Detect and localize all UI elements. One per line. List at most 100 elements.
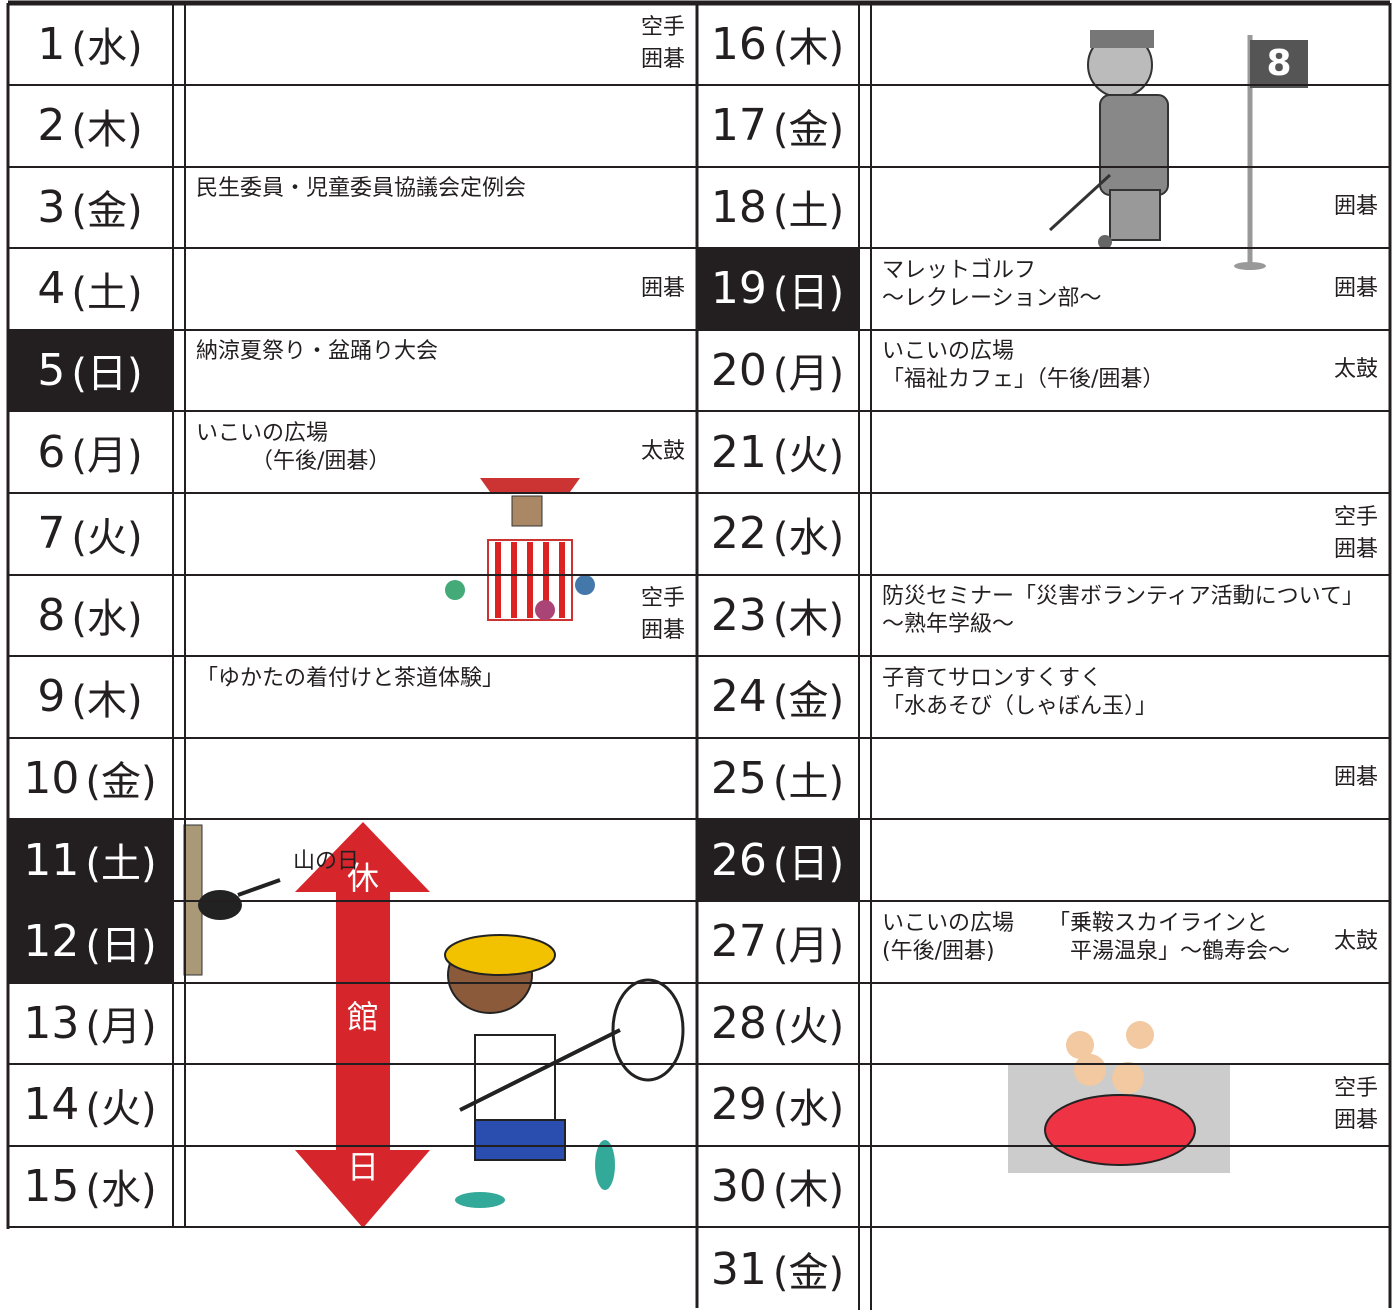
club-text: 空手 囲碁	[641, 575, 685, 655]
date-cell: 28 (火)	[697, 983, 858, 1063]
calendar-row: 17 (金)	[697, 85, 1390, 168]
event-line: 民生委員・児童委員協議会定例会	[196, 176, 527, 202]
double-rule	[858, 85, 872, 166]
day-number: 6	[37, 426, 66, 478]
calendar-row: 8 (水) 空手 囲碁	[8, 575, 697, 658]
double-rule	[172, 738, 186, 819]
date-cell: 22 (水)	[697, 494, 858, 574]
closure-char: 館	[346, 998, 379, 1036]
day-number: 26	[710, 834, 767, 886]
weekday: (金)	[772, 1250, 845, 1296]
date-cell: 29 (水)	[697, 1065, 858, 1145]
weekday: (木)	[71, 106, 143, 153]
weekday: (日)	[71, 351, 143, 398]
date-cell: 25 (土)	[697, 738, 858, 818]
flag-number: 8	[1266, 43, 1291, 84]
event-line: 子育てサロンすくすく	[882, 665, 1103, 691]
club-line: 空手	[1333, 1075, 1378, 1101]
calendar-row: 18 (土) 囲碁	[697, 167, 1390, 250]
calendar-row: 21 (火)	[697, 412, 1390, 494]
weekday: (土)	[71, 269, 143, 316]
double-rule	[858, 575, 872, 656]
date-cell: 9 (木)	[8, 657, 172, 737]
double-rule	[172, 412, 186, 492]
double-rule	[858, 738, 872, 819]
club-line: 囲碁	[1333, 194, 1378, 220]
club-text: 空手 囲碁	[1334, 494, 1378, 574]
date-cell: 16 (木)	[697, 4, 858, 84]
date-cell: 1 (水)	[8, 4, 172, 84]
calendar-row: 25 (土) 囲碁	[697, 738, 1390, 821]
event-text: 山の日	[293, 848, 359, 876]
date-cell: 27 (月)	[697, 902, 858, 982]
double-rule	[858, 901, 872, 982]
calendar-row: 9 (木) 「ゆかたの着付けと茶道体験」	[8, 656, 697, 739]
car-illustration	[1008, 1021, 1230, 1173]
event-text: 子育てサロンすくすく 「水あそび（しゃぼん玉）」	[882, 665, 1157, 721]
event-line: 防災セミナー「災害ボランティア活動について」	[882, 584, 1365, 610]
weekday: (火)	[772, 1004, 845, 1051]
date-cell: 8 (水)	[8, 575, 172, 655]
day-number: 11	[23, 834, 80, 886]
date-cell: 13 (月)	[8, 983, 172, 1063]
event-line: 山の日	[293, 849, 360, 874]
double-rule	[172, 1064, 186, 1145]
double-rule	[172, 167, 186, 248]
weekday: (月)	[772, 351, 845, 398]
event-block: 山の日	[293, 848, 359, 876]
club-line: 太鼓	[1333, 357, 1378, 383]
club-text: 囲碁	[1334, 167, 1378, 247]
club-text: 空手 囲碁	[1334, 1065, 1378, 1145]
closure-arrow	[295, 822, 430, 1228]
event-line: 〜熟年学級〜	[882, 612, 1015, 638]
weekday: (日)	[85, 922, 157, 969]
calendar-row: 11 (土) 山の日	[8, 820, 697, 902]
event-block: マレットゴルフ 〜レクレーション部〜	[882, 257, 1102, 313]
club-line: 囲碁	[640, 47, 685, 72]
double-rule	[858, 330, 872, 411]
event-line: マレットゴルフ	[882, 257, 1037, 283]
day-number: 17	[710, 100, 767, 152]
weekday: (水)	[772, 1085, 845, 1132]
calendar-row: 29 (水) 空手 囲碁	[697, 1064, 1390, 1147]
day-number: 25	[710, 752, 767, 804]
weekday: (土)	[85, 841, 157, 887]
date-cell: 11 (土)	[8, 820, 172, 900]
day-number: 8	[37, 589, 66, 641]
double-rule	[858, 4, 872, 84]
day-number: 7	[37, 508, 66, 560]
double-rule	[858, 412, 872, 492]
date-cell: 17 (金)	[697, 86, 858, 166]
event-line: 平湯温泉」〜鶴寿会〜	[1048, 938, 1291, 964]
calendar-row: 2 (木)	[8, 85, 697, 168]
day-number: 16	[710, 18, 767, 70]
weekday: (月)	[85, 1004, 157, 1051]
calendar-row: 23 (木) 防災セミナー「災害ボランティア活動について」 〜熟年学級〜	[697, 575, 1390, 658]
closure-char: 休	[346, 859, 379, 897]
day-number: 1	[37, 18, 66, 70]
event-text: 民生委員・児童委員協議会定例会	[196, 175, 526, 203]
calendar-row: 3 (金) 民生委員・児童委員協議会定例会	[8, 167, 697, 250]
event-block: 「ゆかたの着付けと茶道体験」	[196, 665, 504, 693]
calendar-row: 24 (金) 子育てサロンすくすく 「水あそび（しゃぼん玉）」	[697, 656, 1390, 739]
date-cell: 7 (火)	[8, 494, 172, 574]
event-text: いこいの広場 （午後/囲碁）	[196, 420, 390, 476]
weekday: (金)	[85, 759, 157, 806]
double-rule	[172, 575, 186, 656]
weekday: (木)	[772, 1167, 845, 1214]
calendar-row: 12 (日)	[8, 901, 697, 984]
day-number: 13	[23, 997, 80, 1049]
weekday: (火)	[71, 514, 143, 561]
day-number: 4	[37, 263, 66, 315]
double-rule	[172, 1146, 186, 1227]
day-number: 28	[710, 997, 767, 1049]
date-cell: 24 (金)	[697, 657, 858, 737]
day-number: 10	[23, 752, 80, 804]
weekday: (土)	[772, 188, 845, 235]
double-rule	[858, 1146, 872, 1227]
club-text: 空手 囲碁	[641, 4, 685, 84]
double-rule	[172, 248, 186, 329]
date-cell: 15 (水)	[8, 1146, 172, 1226]
